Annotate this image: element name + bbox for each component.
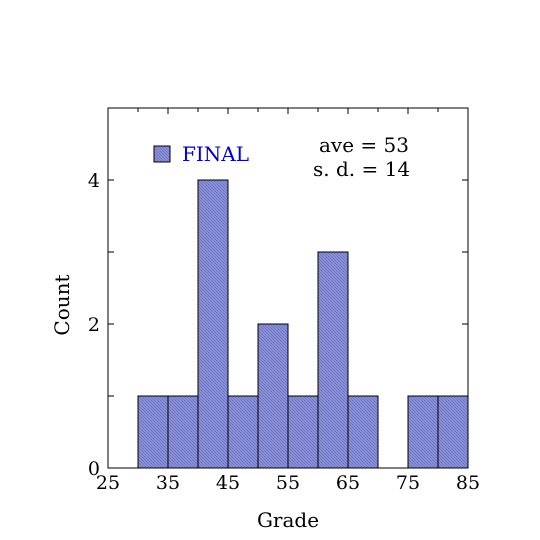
bars-layer <box>137 179 469 469</box>
y-tick-label-0: 0 <box>88 458 100 480</box>
x-tick-label-85: 85 <box>456 472 480 494</box>
std-dev-stat: s. d. = 14 <box>313 157 410 181</box>
bar-80-85 <box>437 395 469 469</box>
legend-swatch <box>153 145 171 163</box>
x-tick-label-35: 35 <box>156 472 180 494</box>
x-tick-label-55: 55 <box>276 472 300 494</box>
bar-50-55 <box>257 323 289 469</box>
x-tick-label-25: 25 <box>96 472 120 494</box>
legend-label: FINAL <box>182 142 249 166</box>
x-axis-label: Grade <box>257 508 319 532</box>
y-axis-label: Count <box>50 274 74 335</box>
x-tick-label-75: 75 <box>396 472 420 494</box>
bar-45-50 <box>227 395 259 469</box>
bar-30-35 <box>137 395 169 469</box>
x-tick-label-45: 45 <box>216 472 240 494</box>
bar-55-60 <box>287 395 319 469</box>
y-tick-label-4: 4 <box>88 170 100 192</box>
average-stat: ave = 53 <box>319 133 409 157</box>
legend: FINAL <box>153 142 249 166</box>
bar-35-40 <box>167 395 199 469</box>
bar-75-80 <box>407 395 439 469</box>
bar-40-45 <box>197 179 229 469</box>
bar-60-65 <box>317 251 349 469</box>
tick-labels-layer: 25 35 45 55 65 75 85 0 2 4 <box>88 170 480 494</box>
ticks-layer <box>107 107 469 469</box>
y-tick-label-2: 2 <box>88 314 100 336</box>
bar-65-70 <box>347 395 379 469</box>
x-tick-label-65: 65 <box>336 472 360 494</box>
